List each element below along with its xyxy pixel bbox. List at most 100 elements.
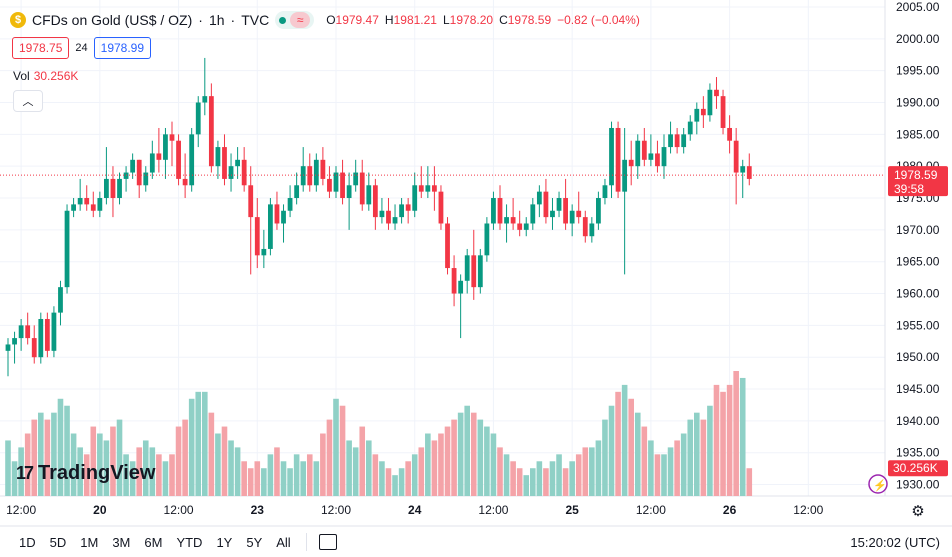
volume-bar <box>103 440 110 496</box>
volume-bar <box>320 433 326 496</box>
candle-body <box>517 223 523 230</box>
candle-body <box>313 159 319 186</box>
volume-bar <box>110 426 116 496</box>
range-5d[interactable]: 5D <box>49 534 67 550</box>
candle-body <box>445 223 450 269</box>
candle-body <box>268 204 273 249</box>
volume-label: Vol <box>13 69 30 83</box>
data-delay-icon: ≈ <box>290 12 311 28</box>
volume-bar <box>621 384 628 496</box>
toolbar-divider <box>305 533 307 551</box>
range-3m[interactable]: 3M <box>112 534 131 550</box>
volume-bar <box>372 454 379 496</box>
candle-body <box>615 127 621 192</box>
candle-body <box>720 96 726 128</box>
candle-body <box>44 318 50 351</box>
range-1d[interactable]: 1D <box>19 534 36 550</box>
x-tick-label: 12:00 <box>6 503 36 517</box>
candle-body <box>241 159 247 186</box>
candle-body <box>556 198 562 211</box>
candle-body <box>58 287 63 313</box>
y-tick-label: 2000.00 <box>896 32 940 46</box>
source-label: TVC <box>241 12 270 28</box>
volume-bar <box>641 426 648 496</box>
candle-body <box>392 217 398 224</box>
volume-bar <box>77 447 83 496</box>
sell-button[interactable]: 1978.75 <box>12 37 70 59</box>
volume-bar <box>720 391 726 496</box>
volume-bar <box>267 454 274 496</box>
range-all[interactable]: All <box>276 534 291 550</box>
candle-body <box>635 140 641 167</box>
candle-body <box>622 159 628 192</box>
volume-bar <box>306 454 313 496</box>
volume-bar <box>438 433 444 496</box>
candle-body <box>484 223 490 256</box>
interval-label[interactable]: 1h <box>208 12 225 28</box>
y-tick-label: 1985.00 <box>896 127 940 141</box>
candle-body <box>359 172 365 205</box>
lightning-glyph: ⚡ <box>873 479 887 492</box>
chevron-up-icon: ︿ <box>22 96 34 108</box>
candle-body <box>208 96 214 167</box>
volume-bar <box>490 433 497 496</box>
range-1y[interactable]: 1Y <box>216 534 233 550</box>
volume-bar <box>654 454 661 496</box>
volume-bar <box>543 468 549 496</box>
candle-body <box>64 210 70 288</box>
volume-bar <box>648 440 654 496</box>
market-status[interactable]: ≈ <box>275 11 315 29</box>
collapse-legend-button[interactable]: ︿ <box>13 90 43 112</box>
tradingview-logo[interactable]: 17 TradingView <box>16 462 155 485</box>
gear-icon[interactable]: ⚙ <box>911 503 925 520</box>
candle-body <box>451 268 457 294</box>
lightning-icon[interactable] <box>868 474 888 494</box>
volume-bar <box>208 412 215 496</box>
range-5y[interactable]: 5Y <box>246 534 263 550</box>
clock-time[interactable]: 15:20:02 (UTC) <box>850 535 940 550</box>
candle-body <box>90 204 96 211</box>
candle-body <box>287 198 293 211</box>
candle-body <box>707 89 713 116</box>
candle-body <box>274 204 280 224</box>
tradingview-wordmark: TradingView <box>38 462 156 484</box>
candle-body <box>576 210 582 218</box>
volume-bar <box>149 447 156 496</box>
volume-bar <box>707 405 713 496</box>
volume-bar <box>392 475 398 496</box>
symbol-name[interactable]: CFDs on Gold (US$ / OZ) <box>32 12 193 28</box>
range-1m[interactable]: 1M <box>80 534 99 550</box>
candle-body <box>195 102 201 135</box>
volume-bar <box>569 461 575 496</box>
volume-bar <box>64 405 70 496</box>
volume-bar <box>136 447 142 496</box>
volume-bar <box>24 433 31 496</box>
calendar-icon[interactable] <box>318 534 337 550</box>
volume-bar <box>123 454 129 496</box>
spread-value: 24 <box>75 42 88 54</box>
volume-bar <box>346 440 352 496</box>
volume-bar <box>713 384 720 496</box>
volume-bar <box>746 468 753 496</box>
volume-bar <box>556 454 562 496</box>
x-tick-label: 12:00 <box>321 503 351 517</box>
candle-body <box>491 198 496 224</box>
buy-button[interactable]: 1978.99 <box>93 37 152 59</box>
volume-bar <box>667 447 674 496</box>
volume-bar <box>169 454 175 496</box>
volume-bar <box>188 398 195 496</box>
y-tick-label: 1930.00 <box>896 478 940 492</box>
price-label-badge <box>888 166 948 197</box>
volume-bar <box>241 461 247 496</box>
candle-body <box>149 153 155 173</box>
candle-body <box>687 121 693 135</box>
volume-bar <box>516 468 523 496</box>
candle-body <box>12 338 17 345</box>
volume-bar <box>90 426 97 496</box>
candle-body <box>655 153 660 167</box>
volume-bar <box>739 377 746 496</box>
range-ytd[interactable]: YTD <box>176 534 203 550</box>
range-6m[interactable]: 6M <box>144 534 163 550</box>
candle-body <box>464 255 470 281</box>
